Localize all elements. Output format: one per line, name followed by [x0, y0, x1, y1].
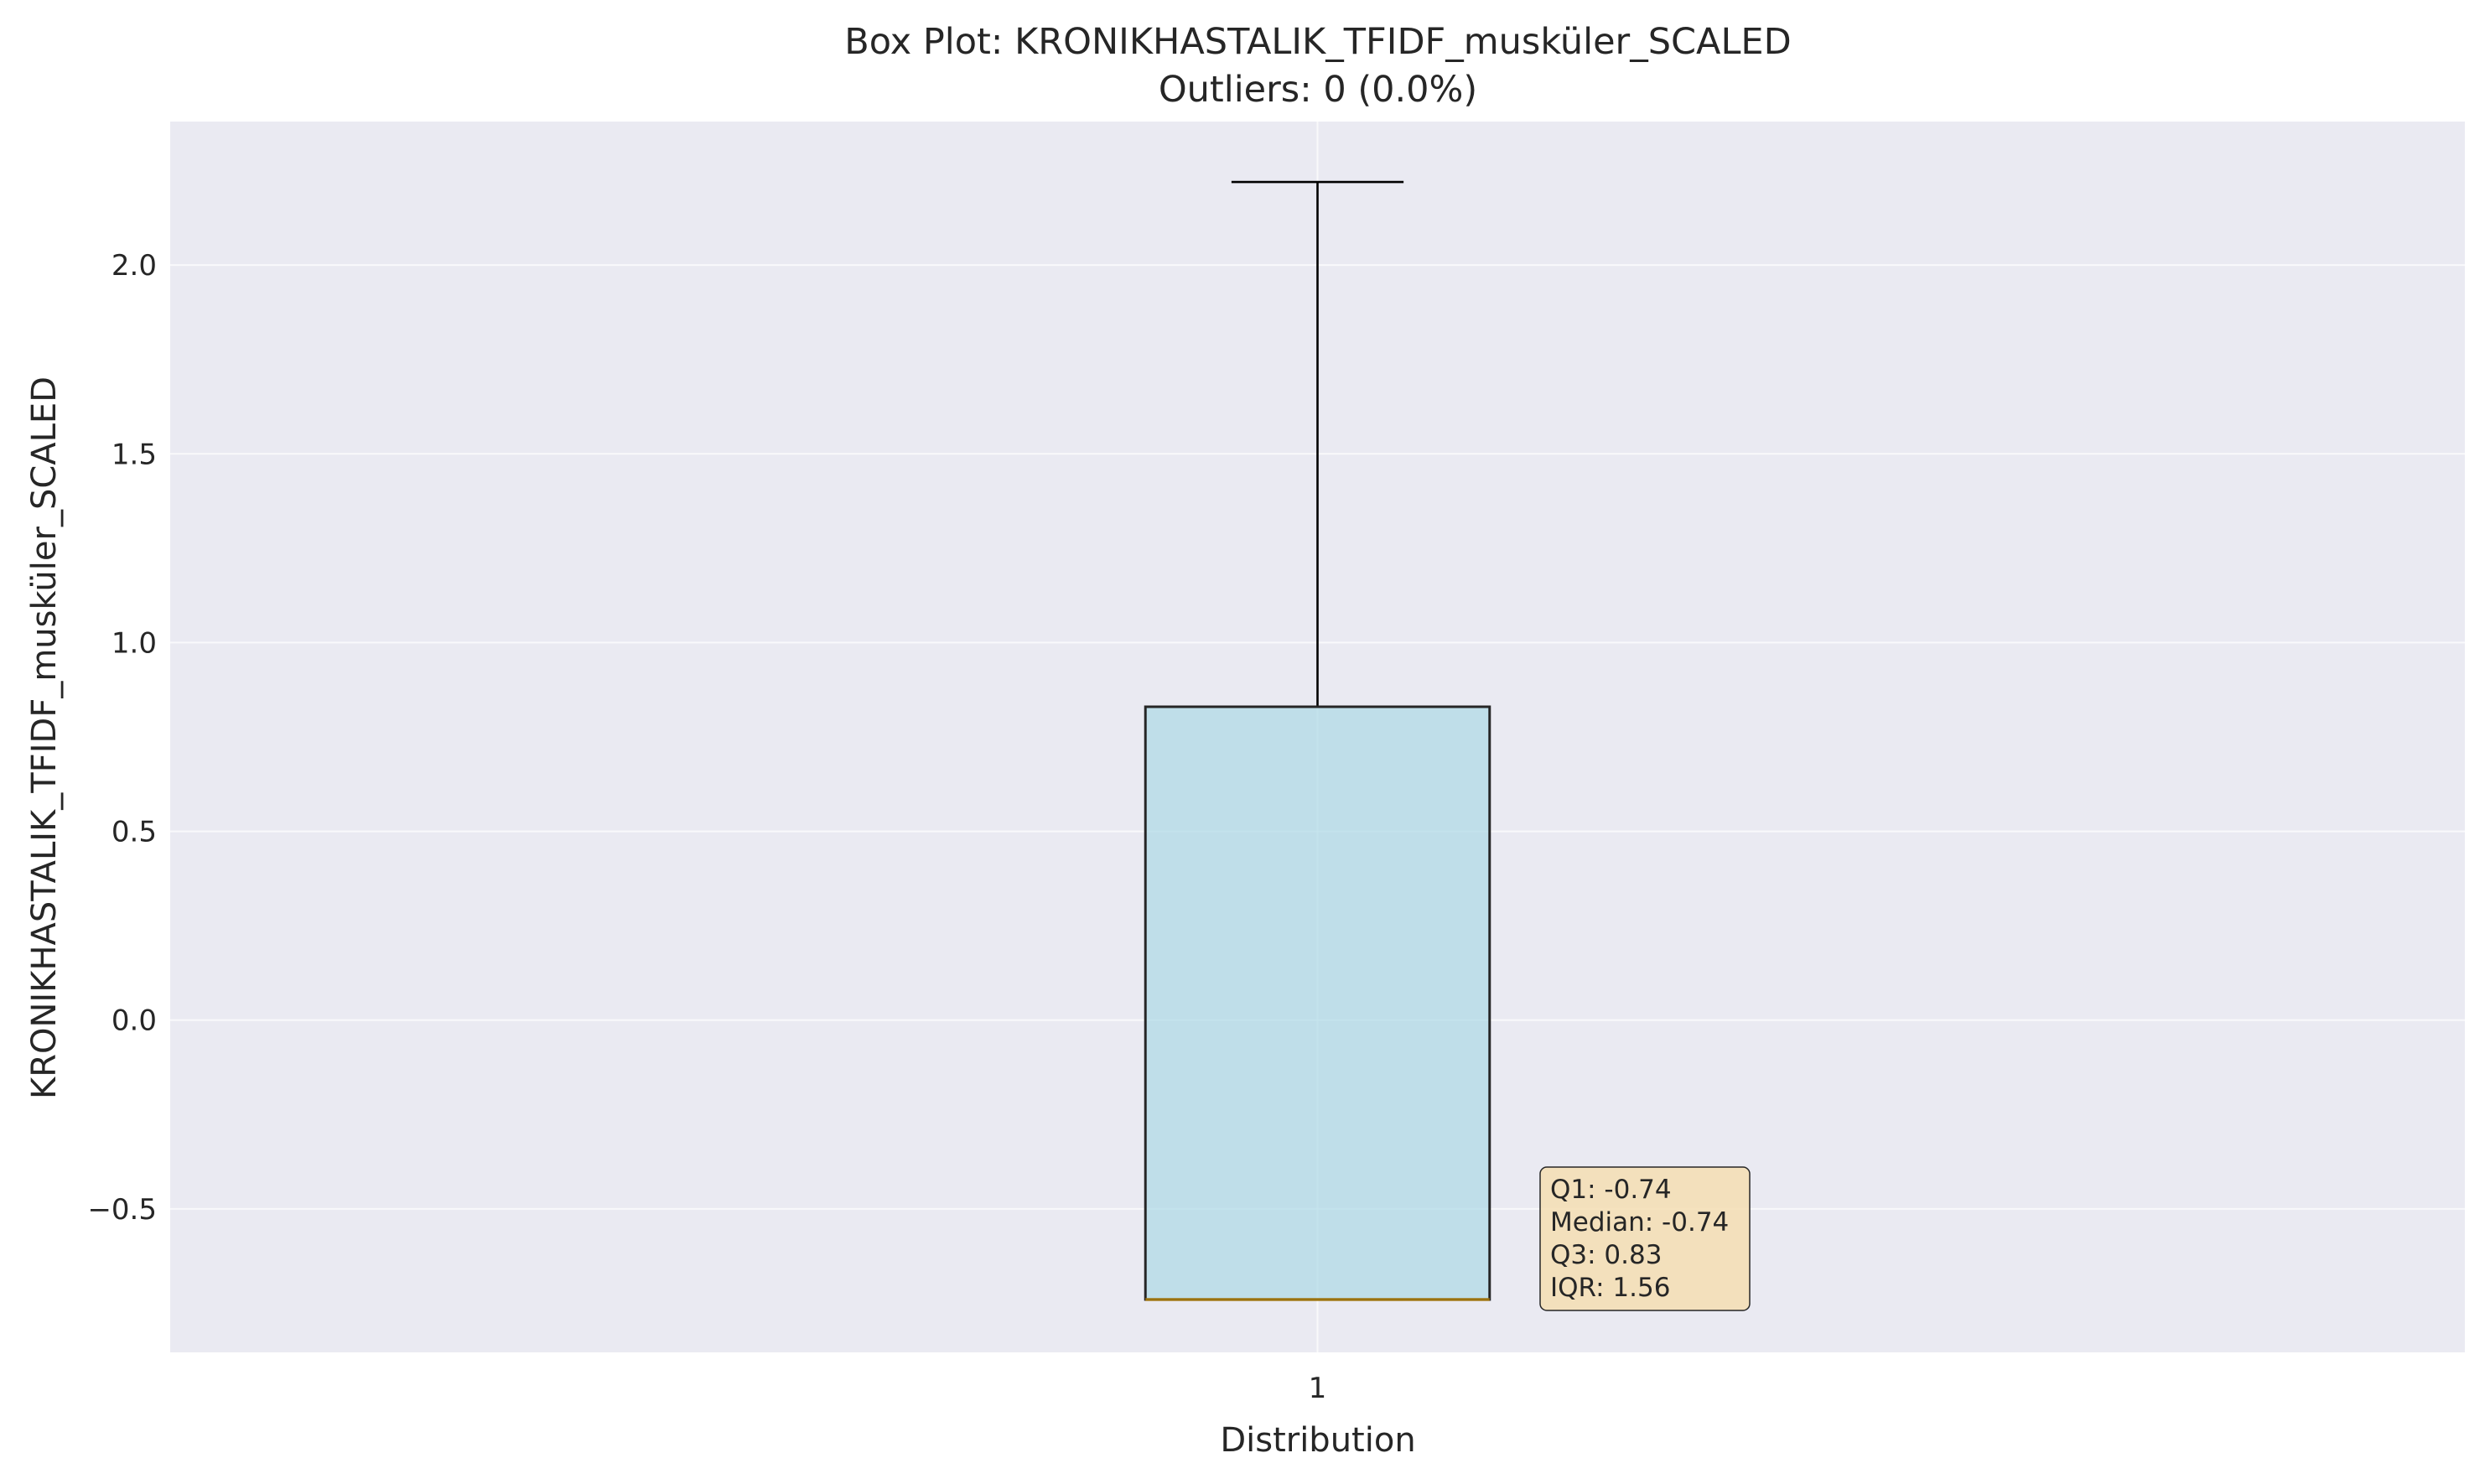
x-tick-label: 1	[1309, 1372, 1327, 1405]
y-tick-label: 1.0	[112, 626, 157, 660]
y-tick-label: 1.5	[112, 438, 157, 471]
stats-q3: Q3: 0.83	[1550, 1240, 1662, 1270]
iqr-box	[1144, 705, 1491, 1301]
chart-title: Box Plot: KRONIKHASTALIK_TFIDF_musküler_…	[844, 21, 1791, 63]
stats-annotation-box	[1539, 1166, 1751, 1311]
x-axis-ticks: 1	[1309, 1372, 1327, 1405]
stats-iqr: IQR: 1.56	[1550, 1273, 1670, 1303]
y-tick-label: 0.0	[112, 1004, 157, 1038]
y-axis-label: KRONIKHASTALIK_TFIDF_musküler_SCALED	[25, 376, 64, 1099]
stats-q1: Q1: -0.74	[1550, 1175, 1672, 1205]
y-tick-label: 2.0	[112, 249, 157, 283]
y-tick-label: 0.5	[112, 816, 157, 849]
y-axis-ticks: −0.5 0.0 0.5 1.0 1.5 2.0	[87, 249, 157, 1227]
y-tick-label: −0.5	[87, 1193, 157, 1227]
stats-annotation: Q1: -0.74 Median: -0.74 Q3: 0.83 IQR: 1.…	[1539, 1166, 1751, 1311]
x-axis-label: Distribution	[1220, 1421, 1415, 1460]
chart-subtitle: Outliers: 0 (0.0%)	[1159, 69, 1477, 111]
stats-median: Median: -0.74	[1550, 1207, 1729, 1238]
box-series	[1144, 180, 1491, 1301]
